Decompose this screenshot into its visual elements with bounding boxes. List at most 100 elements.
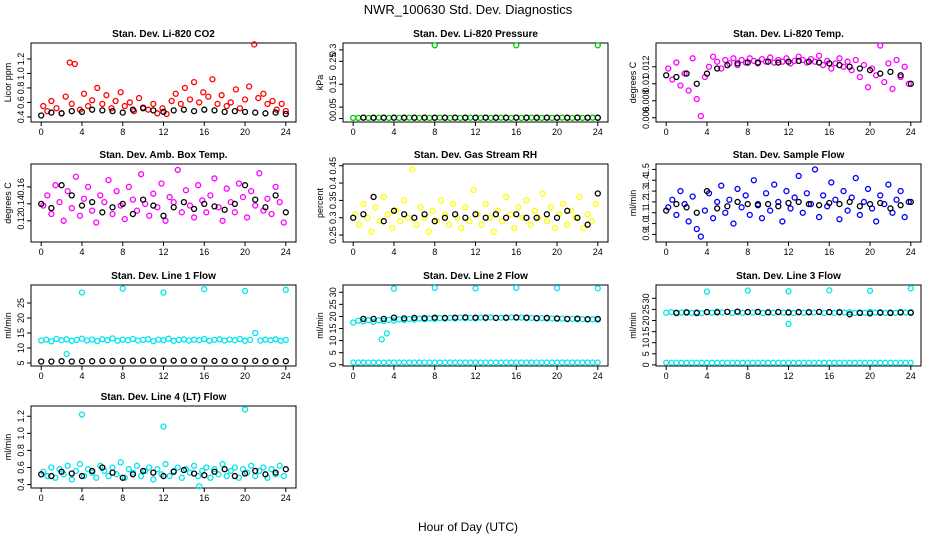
data-point bbox=[744, 308, 751, 316]
data-point bbox=[170, 357, 177, 364]
data-point bbox=[864, 84, 872, 91]
data-point bbox=[759, 309, 767, 317]
data-point bbox=[709, 53, 717, 60]
data-point bbox=[780, 309, 787, 316]
data-point bbox=[409, 166, 416, 173]
data-point bbox=[697, 233, 704, 240]
data-point bbox=[739, 309, 746, 316]
data-point bbox=[190, 470, 198, 477]
data-point bbox=[533, 359, 540, 366]
data-point bbox=[887, 205, 894, 212]
data-point bbox=[722, 56, 729, 64]
data-point bbox=[78, 411, 86, 418]
data-point bbox=[826, 60, 833, 67]
data-point bbox=[241, 406, 249, 413]
data-point bbox=[543, 359, 550, 366]
y-axis-label: degrees C bbox=[628, 61, 638, 103]
data-point bbox=[779, 218, 786, 225]
data-point bbox=[538, 314, 545, 322]
data-point bbox=[815, 59, 823, 66]
x-tick-label: 0 bbox=[351, 127, 356, 137]
data-point bbox=[877, 309, 884, 316]
data-point bbox=[137, 171, 145, 178]
data-point bbox=[160, 212, 167, 219]
data-point bbox=[416, 315, 423, 322]
data-point bbox=[795, 53, 802, 60]
data-point bbox=[421, 211, 428, 218]
data-point bbox=[553, 114, 561, 121]
data-point bbox=[508, 359, 515, 366]
data-point bbox=[553, 284, 561, 292]
data-point bbox=[754, 308, 762, 316]
data-point bbox=[52, 182, 59, 189]
data-point bbox=[844, 58, 851, 65]
data-point bbox=[866, 310, 874, 317]
data-point bbox=[121, 474, 128, 481]
y-tick-label: 25 bbox=[328, 299, 338, 309]
data-point bbox=[693, 95, 700, 103]
data-point bbox=[441, 114, 449, 121]
data-point bbox=[267, 337, 274, 344]
data-point bbox=[282, 466, 289, 473]
data-point bbox=[807, 200, 815, 208]
data-point bbox=[441, 359, 448, 366]
data-point bbox=[252, 467, 259, 475]
series-individual bbox=[350, 42, 601, 122]
data-point bbox=[594, 114, 601, 121]
data-point bbox=[190, 205, 198, 213]
data-point bbox=[385, 114, 393, 122]
data-point bbox=[564, 359, 571, 366]
chart-panel-5: Stan. Dev. Gas Stream RH 0 4 8 12 16 20 24 0.25 0… bbox=[315, 150, 609, 257]
data-point bbox=[80, 472, 88, 480]
data-point bbox=[754, 59, 762, 66]
chart-panel-4: Stan. Dev. Amb. Box Temp. 0 4 8 12 16 20 24 0.12… bbox=[3, 150, 297, 257]
data-point bbox=[158, 180, 165, 187]
data-point bbox=[511, 224, 518, 232]
data-point bbox=[518, 359, 525, 366]
data-point bbox=[170, 204, 177, 211]
data-point bbox=[178, 209, 185, 216]
data-point bbox=[826, 287, 833, 294]
data-point bbox=[372, 204, 379, 211]
x-tick-label: 16 bbox=[824, 127, 834, 137]
x-tick-label: 4 bbox=[79, 493, 84, 503]
data-point bbox=[368, 228, 375, 235]
data-point bbox=[673, 211, 680, 219]
data-point bbox=[383, 330, 390, 337]
data-point bbox=[378, 336, 385, 343]
data-point bbox=[268, 466, 275, 473]
data-point bbox=[734, 359, 741, 366]
data-point bbox=[190, 107, 198, 115]
data-point bbox=[223, 102, 230, 110]
y-tick-label: 25 bbox=[641, 304, 651, 314]
data-point bbox=[445, 221, 453, 228]
data-point bbox=[693, 209, 700, 216]
data-point bbox=[231, 209, 238, 216]
data-point bbox=[885, 60, 892, 67]
x-tick-label: 8 bbox=[432, 247, 437, 257]
data-point bbox=[851, 359, 858, 366]
data-point bbox=[129, 357, 137, 364]
y-tick-label: 0.4 bbox=[16, 111, 26, 124]
data-point bbox=[380, 218, 387, 225]
data-point bbox=[365, 359, 372, 366]
x-tick-label: 4 bbox=[391, 371, 396, 381]
data-point bbox=[126, 99, 134, 106]
data-point bbox=[446, 314, 454, 322]
y-tick-label: 20 bbox=[641, 315, 651, 325]
data-point bbox=[38, 358, 45, 365]
data-point bbox=[139, 196, 147, 203]
data-point bbox=[109, 335, 116, 342]
data-point bbox=[78, 108, 86, 116]
data-point bbox=[178, 474, 185, 481]
data-point bbox=[592, 200, 599, 208]
data-point bbox=[564, 221, 571, 228]
y-tick-label: 0.05 bbox=[328, 98, 338, 116]
y-tick-label: 5 bbox=[641, 351, 651, 356]
data-point bbox=[467, 314, 474, 322]
data-point bbox=[154, 466, 161, 473]
data-point bbox=[78, 358, 86, 365]
y-tick-label: 0.15 bbox=[328, 75, 338, 93]
data-point bbox=[693, 80, 700, 87]
data-point bbox=[177, 100, 184, 108]
